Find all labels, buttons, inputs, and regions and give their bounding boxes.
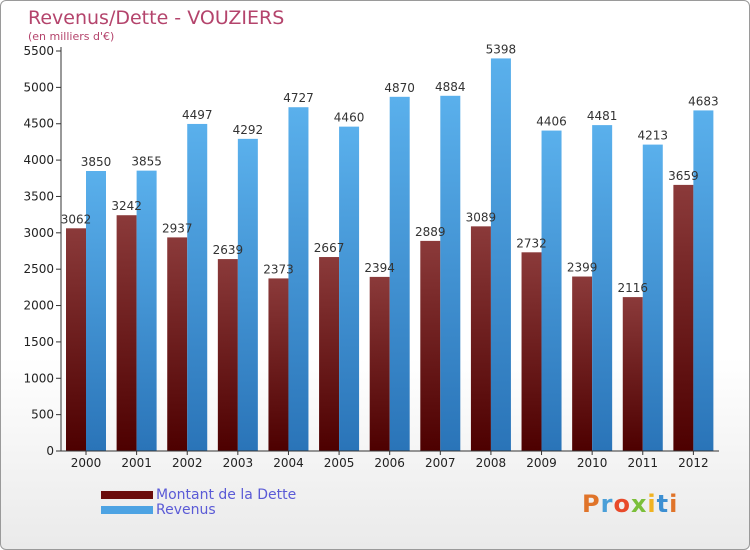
revenus-value-2001: 3855 [131, 155, 162, 169]
y-tick-label: 3000 [23, 226, 54, 240]
y-tick-label: 4000 [23, 153, 54, 167]
y-tick-label: 5000 [23, 80, 54, 94]
revenus-value-2006: 4870 [384, 81, 415, 95]
dette-value-2002: 2937 [162, 221, 193, 235]
revenus-bar-2004 [288, 107, 309, 451]
revenus-bar-2006 [389, 96, 410, 452]
revenus-value-2011: 4213 [637, 129, 668, 143]
dette-value-2003: 2639 [213, 243, 244, 257]
dette-bar-2005 [319, 257, 340, 451]
y-tick-label: 1000 [23, 371, 54, 385]
legend-label-dette: Montant de la Dette [156, 487, 297, 503]
y-tick-label: 2000 [23, 299, 54, 313]
dette-bar-2010 [572, 276, 593, 451]
revenus-bar-2010 [592, 125, 613, 451]
revenus-bar-2005 [339, 126, 360, 452]
x-axis: 2000 2001 2002 2003 2004 2005 2006 2007 2008 2009… [71, 451, 709, 470]
dette-bar-2008 [470, 226, 491, 451]
chart-title: Revenus/Dette - VOUZIERS [28, 7, 285, 29]
revenus-bar-2007 [440, 95, 461, 452]
dette-bar-2011 [622, 297, 643, 451]
revenus-bar-2008 [490, 58, 511, 451]
revenus-value-2004: 4727 [283, 91, 314, 105]
y-tick-label: 5500 [23, 44, 54, 58]
logo-letter: x [630, 490, 648, 518]
logo-letter: i [647, 490, 657, 518]
dette-value-2005: 2667 [314, 241, 345, 255]
y-tick-label: 4500 [23, 117, 54, 131]
x-tick-label: 2007 [425, 456, 456, 470]
x-tick-label: 2005 [324, 456, 355, 470]
dette-value-2001: 3242 [111, 199, 142, 213]
logo-letter: i [669, 490, 679, 518]
legend-item-dette: Montant de la Dette [101, 487, 297, 503]
revenus-bar-2000 [86, 171, 106, 451]
y-tick-label: 2500 [23, 262, 54, 276]
revenus-value-2007: 4884 [435, 80, 466, 94]
y-tick-label: 500 [31, 408, 54, 422]
revenus-value-2000: 3850 [81, 155, 112, 169]
x-tick-label: 2002 [172, 456, 203, 470]
dette-bar-2001 [116, 215, 137, 451]
dette-value-2008: 3089 [466, 210, 497, 224]
revenus-value-2010: 4481 [587, 109, 618, 123]
dette-value-2007: 2889 [415, 225, 446, 239]
x-tick-label: 2006 [374, 456, 405, 470]
x-tick-label: 2003 [223, 456, 254, 470]
chart-subtitle: (en milliers d'€) [28, 30, 115, 43]
logo-letter: t [656, 490, 670, 518]
x-tick-label: 2011 [627, 456, 658, 470]
revenus-value-2005: 4460 [334, 111, 365, 125]
dette-bar-2012 [673, 184, 694, 451]
legend-label-revenus: Revenus [156, 502, 216, 518]
dette-bar-2004 [268, 278, 289, 451]
revenus-value-2002: 4497 [182, 108, 213, 122]
revenus-bar-2002 [187, 123, 208, 451]
y-tick-label: 0 [46, 444, 54, 458]
dette-value-2000: 3062 [61, 212, 92, 226]
y-axis: 0 500 1000 1500 2000 2500 3000 3500 4000 4500 5000… [23, 44, 61, 458]
revenus-value-2008: 5398 [486, 42, 517, 56]
revenus-value-2009: 4406 [536, 115, 567, 129]
x-tick-label: 2000 [71, 456, 102, 470]
revenus-bar-2003 [237, 138, 258, 451]
dette-bar-2002 [167, 237, 188, 451]
x-tick-label: 2009 [526, 456, 557, 470]
revenus-bar-2001 [136, 170, 157, 452]
dette-bar-2006 [369, 276, 390, 451]
dette-value-2009: 2732 [516, 236, 547, 250]
logo-letter: P [582, 490, 601, 518]
x-tick-label: 2012 [678, 456, 709, 470]
dette-value-2012: 3659 [668, 169, 699, 183]
x-tick-label: 2008 [476, 456, 507, 470]
dette-value-2011: 2116 [617, 281, 648, 295]
x-tick-label: 2001 [121, 456, 152, 470]
legend-swatch-dette [101, 491, 153, 499]
x-tick-label: 2004 [273, 456, 304, 470]
dette-bar-2003 [217, 259, 238, 451]
y-tick-label: 1500 [23, 335, 54, 349]
proxiti-logo: Proxiti [582, 490, 678, 518]
x-tick-label: 2010 [577, 456, 608, 470]
legend-item-revenus: Revenus [101, 502, 216, 518]
dette-bar-2000 [66, 228, 86, 451]
logo-letter: o [613, 490, 631, 518]
revenus-value-2003: 4292 [233, 123, 264, 137]
logo-letter: r [600, 490, 614, 518]
revenus-value-2012: 4683 [688, 94, 719, 108]
y-tick-label: 3500 [23, 189, 54, 203]
data-labels: 3062 3850 3242 3855 2937 4497 2639 4292 2373 4727… [61, 42, 719, 295]
dette-bar-2009 [521, 252, 542, 451]
bar-series [66, 58, 714, 452]
dette-value-2010: 2399 [567, 261, 598, 275]
legend-swatch-revenus [101, 506, 153, 514]
dette-value-2006: 2394 [364, 261, 395, 275]
revenus-bar-2012 [693, 110, 714, 451]
revenus-bar-2011 [642, 144, 663, 451]
dette-bar-2007 [420, 240, 441, 451]
revenus-bar-2009 [541, 130, 562, 451]
dette-value-2004: 2373 [263, 262, 294, 276]
